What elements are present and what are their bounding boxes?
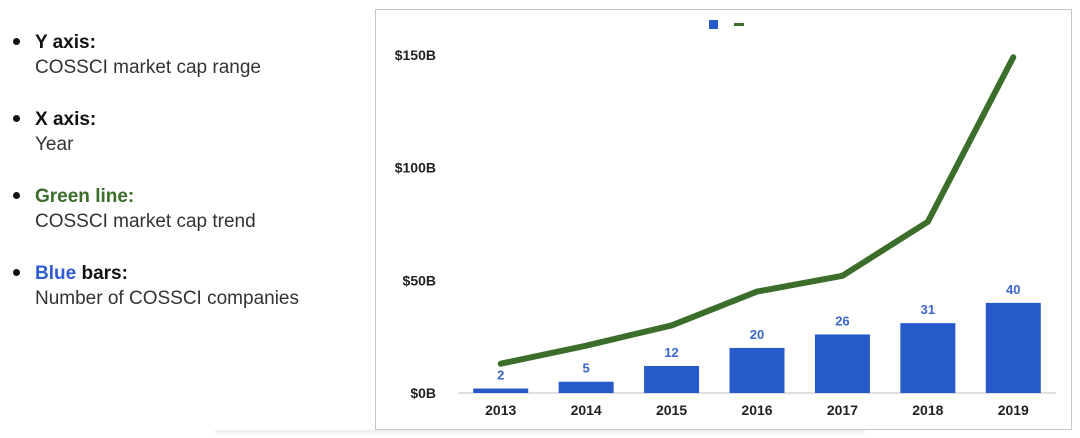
bar bbox=[644, 365, 700, 393]
trend-line bbox=[497, 54, 1017, 367]
y-tick-label: $100B bbox=[395, 160, 436, 176]
bar bbox=[729, 347, 785, 393]
legend-list: Y axis: COSSCI market cap range X axis: … bbox=[0, 30, 370, 311]
legend-desc: COSSCI market cap range bbox=[35, 57, 261, 78]
x-tick-label: 2015 bbox=[656, 402, 687, 418]
y-tick-label: $150B bbox=[395, 47, 436, 63]
bar-data-label: 12 bbox=[664, 345, 678, 360]
bar bbox=[814, 334, 870, 393]
x-tick-label: 2018 bbox=[912, 402, 943, 418]
x-tick-label: 2016 bbox=[741, 402, 772, 418]
bar-data-label: 5 bbox=[583, 361, 590, 376]
legend-item-x-axis: X axis: Year bbox=[0, 107, 370, 157]
bar bbox=[473, 388, 529, 393]
bar bbox=[985, 302, 1041, 393]
legend-desc: Year bbox=[35, 134, 74, 155]
bar bbox=[900, 323, 956, 393]
legend-item-y-axis: Y axis: COSSCI market cap range bbox=[0, 30, 370, 80]
legend-head-text: Y axis: bbox=[35, 32, 96, 53]
legend-head: X axis: bbox=[35, 107, 370, 132]
bar-data-label: 2 bbox=[497, 367, 504, 382]
bullet-icon bbox=[13, 38, 20, 45]
bottom-shadow bbox=[215, 430, 865, 436]
bullet-icon bbox=[13, 269, 20, 276]
legend-head-text: Green line: bbox=[35, 186, 135, 207]
legend-head: Y axis: bbox=[35, 30, 370, 55]
legend-swatch-bar bbox=[709, 20, 718, 29]
line-series bbox=[497, 54, 1017, 367]
y-tick-label: $50B bbox=[403, 272, 436, 288]
legend-head-colored-word: Blue bbox=[35, 263, 77, 284]
legend-swatch-line bbox=[734, 23, 744, 26]
x-tick-label: 2017 bbox=[827, 402, 858, 418]
chart-container: $0B $50B $100B $150B 2 5 12 20 26 31 40 2013 2014 2… bbox=[375, 9, 1072, 430]
x-tick-label: 2014 bbox=[571, 402, 602, 418]
x-axis: 2013 2014 2015 2016 2017 2018 2019 bbox=[485, 402, 1029, 418]
bar bbox=[558, 381, 614, 393]
bar-series bbox=[473, 302, 1041, 393]
legend-head-text: X axis: bbox=[35, 109, 97, 130]
bar-data-label: 31 bbox=[921, 302, 935, 317]
x-tick-label: 2013 bbox=[485, 402, 516, 418]
legend-head: Blue bars: bbox=[35, 261, 370, 286]
legend-panel: Y axis: COSSCI market cap range X axis: … bbox=[0, 30, 370, 338]
y-tick-label: $0B bbox=[410, 385, 436, 401]
legend-desc: COSSCI market cap trend bbox=[35, 211, 256, 232]
bullet-icon bbox=[13, 115, 20, 122]
chart-legend bbox=[709, 20, 744, 29]
bullet-icon bbox=[13, 192, 20, 199]
bar-data-label: 26 bbox=[835, 313, 849, 328]
bar-data-label: 20 bbox=[750, 327, 764, 342]
bar-data-label: 40 bbox=[1006, 282, 1020, 297]
y-axis: $0B $50B $100B $150B bbox=[395, 47, 1056, 401]
data-labels: 2 5 12 20 26 31 40 bbox=[497, 282, 1020, 383]
legend-head: Green line: bbox=[35, 184, 370, 209]
x-tick-label: 2019 bbox=[998, 402, 1029, 418]
legend-head-text: bars: bbox=[76, 263, 128, 284]
legend-item-green-line: Green line: COSSCI market cap trend bbox=[0, 184, 370, 234]
legend-item-blue-bars: Blue bars: Number of COSSCI companies bbox=[0, 261, 370, 311]
legend-desc: Number of COSSCI companies bbox=[35, 288, 299, 309]
